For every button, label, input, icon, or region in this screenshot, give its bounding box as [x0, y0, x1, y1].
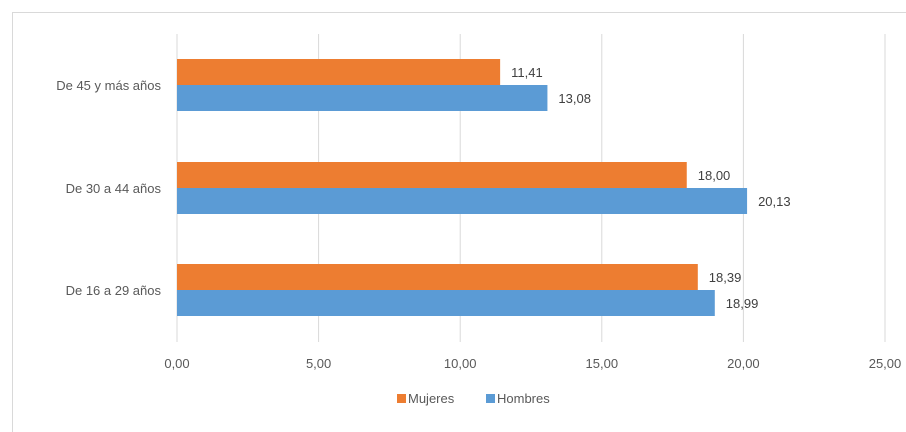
bar-hombres: [177, 85, 548, 111]
bar-hombres: [177, 290, 715, 316]
x-tick-label: 0,00: [164, 356, 189, 371]
x-tick-label: 15,00: [586, 356, 619, 371]
data-label: 18,39: [709, 270, 742, 285]
data-label: 18,00: [698, 168, 731, 183]
legend-swatch-mujeres: [397, 394, 406, 403]
bar-mujeres: [177, 264, 698, 290]
data-label: 13,08: [558, 91, 591, 106]
data-label: 11,41: [511, 65, 543, 80]
x-tick-label: 20,00: [727, 356, 760, 371]
x-tick-label: 10,00: [444, 356, 477, 371]
x-tick-label: 25,00: [869, 356, 902, 371]
legend-label: Mujeres: [408, 391, 455, 406]
legend-swatch-hombres: [486, 394, 495, 403]
data-label: 18,99: [726, 296, 759, 311]
data-label: 20,13: [758, 194, 791, 209]
chart-area: [12, 12, 906, 432]
category-label: De 30 a 44 años: [66, 181, 162, 196]
bar-mujeres: [177, 59, 501, 85]
x-tick-label: 5,00: [306, 356, 331, 371]
legend-label: Hombres: [497, 391, 550, 406]
category-label: De 16 a 29 años: [66, 283, 162, 298]
category-label: De 45 y más años: [56, 78, 161, 93]
bar-hombres: [177, 188, 748, 214]
bar-mujeres: [177, 162, 687, 188]
